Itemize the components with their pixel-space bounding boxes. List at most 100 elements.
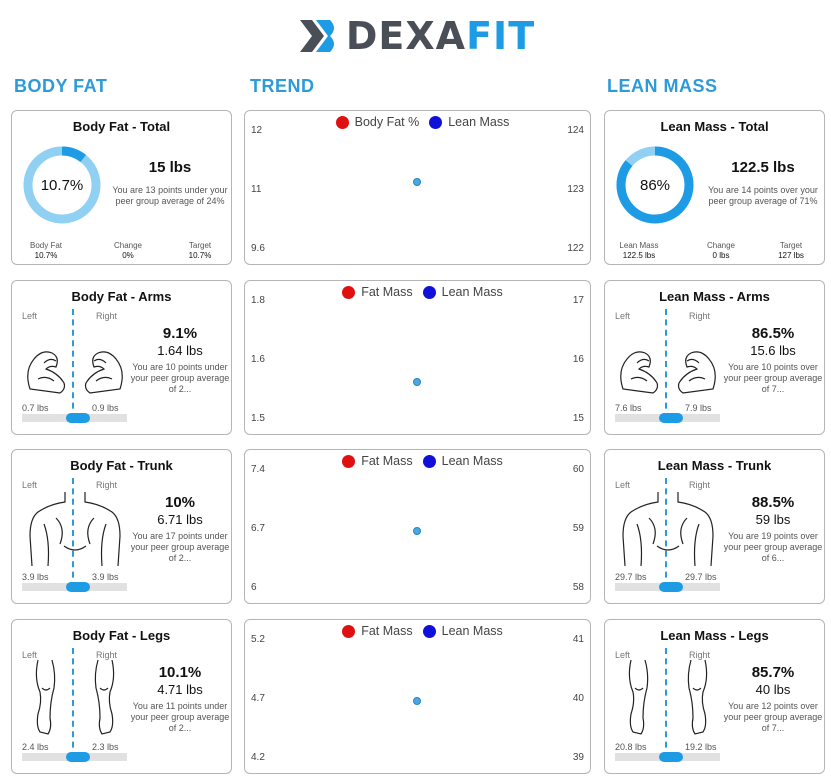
left-lbs: 2.4 lbs xyxy=(22,742,49,752)
card-title: Body Fat - Arms xyxy=(71,289,172,304)
chart-legend: Fat Mass Lean Mass xyxy=(245,624,590,638)
legend-dot xyxy=(342,454,356,468)
left-lbs: 3.9 lbs xyxy=(22,572,49,582)
y-right-tick: 58 xyxy=(572,582,584,593)
body-fat-arms-card[interactable]: Body Fat - Arms Left Right 9.1% 1.64 lbs… xyxy=(11,280,232,435)
peer-comparison: You are 14 points over your peer group a… xyxy=(708,185,818,206)
region-lbs: 15.6 lbs xyxy=(750,343,796,358)
dexafit-logo: DEXAFIT xyxy=(0,10,831,62)
arms-icon xyxy=(620,351,716,394)
legend-dot xyxy=(342,285,356,299)
trend-chart[interactable]: Fat Mass Lean Mass 1.8 1.6 1.5 17 16 15 xyxy=(244,280,591,435)
left-label: Left xyxy=(615,480,631,490)
midline-divider xyxy=(72,648,74,758)
right-lbs: 2.3 lbs xyxy=(92,742,119,752)
stat-change: Change 0% xyxy=(113,241,143,260)
right-label: Right xyxy=(96,311,118,321)
chart-legend: Fat Mass Lean Mass xyxy=(245,285,590,299)
legend-dot xyxy=(342,624,356,638)
right-lbs: 19.2 lbs xyxy=(685,742,717,752)
brand-name: DEXAFIT xyxy=(345,14,536,58)
peer-comparison: You are 13 points under your peer group … xyxy=(112,185,228,206)
total-amount: 15 lbs xyxy=(148,159,192,176)
right-label: Right xyxy=(689,311,711,321)
peer-comparison: You are 11 points under your peer group … xyxy=(130,701,230,733)
left-lbs: 20.8 lbs xyxy=(615,742,647,752)
region-percent: 10.1% xyxy=(158,664,202,681)
balance-indicator xyxy=(659,582,683,592)
y-right-tick: 59 xyxy=(572,523,584,534)
legs-icon xyxy=(35,659,115,735)
legend-label: Lean Mass xyxy=(448,115,510,129)
y-right-tick: 16 xyxy=(572,354,584,365)
body-fat-legs-card[interactable]: Body Fat - Legs Left Right 10.1% 4.71 lb… xyxy=(11,619,232,774)
trend-data-point[interactable] xyxy=(413,178,421,187)
card-title: Lean Mass - Trunk xyxy=(657,458,772,473)
trend-data-point[interactable] xyxy=(413,697,421,705)
legs-icon xyxy=(628,659,708,735)
right-lbs: 0.9 lbs xyxy=(92,403,119,413)
legend-label: Fat Mass xyxy=(361,624,413,638)
trend-data-point[interactable] xyxy=(413,527,421,535)
y-left-tick: 4.2 xyxy=(251,752,265,763)
peer-comparison: You are 19 points over your peer group a… xyxy=(723,531,823,563)
lean-mass-total-card[interactable]: Lean Mass - Total 86% 122.5 lbs You are … xyxy=(604,110,825,265)
lean-mass-legs-card[interactable]: Lean Mass - Legs Left Right 85.7% 40 lbs… xyxy=(604,619,825,774)
region-percent: 85.7% xyxy=(751,664,795,681)
region-lbs: 6.71 lbs xyxy=(157,512,203,527)
y-right-tick: 40 xyxy=(572,693,584,704)
y-left-tick: 5.2 xyxy=(251,634,265,645)
trunk-icon xyxy=(622,492,714,567)
chart-legend: Fat Mass Lean Mass xyxy=(245,454,590,468)
y-left-tick: 6 xyxy=(251,582,257,593)
legend-dot xyxy=(422,285,436,299)
lean-mass-heading: LEAN MASS xyxy=(607,76,718,96)
left-lbs: 7.6 lbs xyxy=(615,403,642,413)
lean-mass-arms-card[interactable]: Lean Mass - Arms Left Right 86.5% 15.6 l… xyxy=(604,280,825,435)
trend-chart[interactable]: Fat Mass Lean Mass 5.2 4.7 4.2 41 40 39 xyxy=(244,619,591,774)
right-label: Right xyxy=(96,480,118,490)
legend-dot xyxy=(422,454,436,468)
trend-chart[interactable]: Body Fat % Lean Mass 12 11 9.6 124 123 122 xyxy=(244,110,591,265)
stat-change: Change 0 lbs xyxy=(706,241,736,260)
legend-label: Lean Mass xyxy=(441,454,503,468)
body-fat-heading: BODY FAT xyxy=(14,76,108,96)
left-label: Left xyxy=(615,311,631,321)
y-right-tick: 39 xyxy=(572,752,584,763)
donut-percent: 86% xyxy=(639,176,671,194)
y-left-tick: 11 xyxy=(251,184,262,195)
right-label: Right xyxy=(689,480,711,490)
y-left-tick: 7.4 xyxy=(251,464,265,475)
body-fat-trunk-card[interactable]: Body Fat - Trunk Left Right 10% 6.71 lbs… xyxy=(11,449,232,604)
card-title: Body Fat - Trunk xyxy=(70,458,173,473)
peer-comparison: You are 12 points over your peer group a… xyxy=(723,701,823,733)
body-fat-donut-chart xyxy=(23,146,101,224)
region-lbs: 1.64 lbs xyxy=(157,343,203,358)
balance-indicator xyxy=(66,582,90,592)
y-left-tick: 9.6 xyxy=(251,243,265,254)
region-percent: 86.5% xyxy=(751,325,795,342)
region-percent: 9.1% xyxy=(162,325,198,342)
y-left-tick: 1.5 xyxy=(251,413,265,424)
y-right-tick: 123 xyxy=(567,184,584,195)
midline-divider xyxy=(665,648,667,758)
right-label: Right xyxy=(96,650,118,660)
legend-dot xyxy=(335,115,349,129)
trend-chart[interactable]: Fat Mass Lean Mass 7.4 6.7 6 60 59 58 xyxy=(244,449,591,604)
right-label: Right xyxy=(689,650,711,660)
region-percent: 10% xyxy=(164,494,196,511)
y-right-tick: 124 xyxy=(567,125,584,136)
body-fat-total-card[interactable]: Body Fat - Total 10.7% 15 lbs You are 13… xyxy=(11,110,232,265)
balance-indicator xyxy=(66,752,90,762)
lean-mass-trunk-card[interactable]: Lean Mass - Trunk Left Right 88.5% 59 lb… xyxy=(604,449,825,604)
left-label: Left xyxy=(615,650,631,660)
midline-divider xyxy=(665,309,667,419)
y-left-tick: 1.6 xyxy=(251,354,265,365)
trend-data-point[interactable] xyxy=(413,377,421,386)
total-amount: 122.5 lbs xyxy=(731,159,795,176)
y-right-tick: 41 xyxy=(572,634,584,645)
card-title: Lean Mass - Arms xyxy=(659,289,770,304)
midline-divider xyxy=(72,309,74,419)
stat-target: Target 127 lbs xyxy=(778,241,804,260)
lean-mass-donut-chart xyxy=(616,146,694,224)
